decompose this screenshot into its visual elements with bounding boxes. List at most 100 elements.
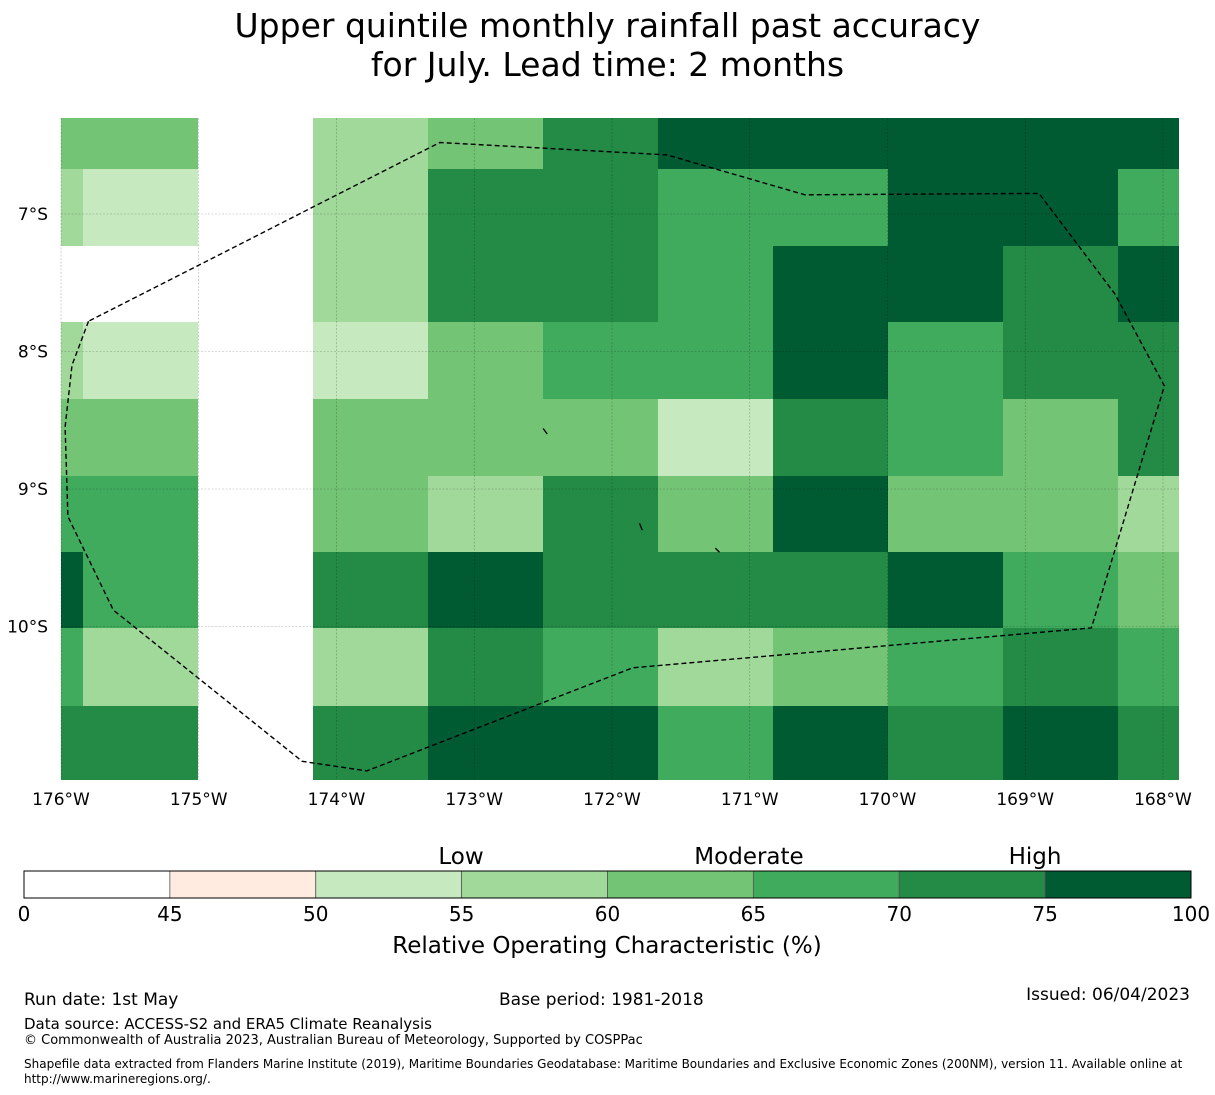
- colorbar-bin: [23, 870, 171, 899]
- colorbar-bin: [315, 870, 463, 899]
- lon-tick-label: 175°W: [170, 790, 228, 810]
- map-cell: [1118, 169, 1179, 246]
- map-edge-cell: [61, 322, 83, 399]
- map-cell: [313, 322, 428, 399]
- colorbar-outline: [23, 870, 1192, 899]
- title-line-2: for July. Lead time: 2 months: [370, 45, 845, 84]
- colorbar-tick-label: 45: [157, 902, 182, 926]
- lon-tick-label: 168°W: [1134, 790, 1192, 810]
- map-cell: [1003, 476, 1118, 552]
- lon-tick-label: 173°W: [445, 790, 503, 810]
- map-cell: [658, 118, 773, 169]
- lon-tick-label: 176°W: [32, 790, 90, 810]
- shapefile-credit-line-2: http://www.marineregions.org/.: [24, 1072, 211, 1086]
- map-cell: [658, 322, 773, 399]
- colorbar-category-label: Moderate: [694, 844, 803, 870]
- map-cell: [1003, 169, 1118, 246]
- colorbar-tick-label: 55: [449, 902, 474, 926]
- colorbar-bin: [607, 870, 754, 899]
- map-edge-cell: [61, 476, 83, 552]
- data-source: Data source: ACCESS-S2 and ERA5 Climate …: [24, 1015, 432, 1033]
- map-cell: [428, 118, 543, 169]
- map-cell: [773, 706, 888, 780]
- lon-tick-label: 174°W: [308, 790, 366, 810]
- lon-tick-label: 170°W: [859, 790, 917, 810]
- map-edge-cell: [61, 169, 83, 246]
- map-cell: [428, 706, 543, 780]
- map-cell: [1118, 476, 1179, 552]
- lat-tick-label: 9°S: [18, 480, 48, 500]
- map-cell: [888, 399, 1003, 476]
- island-coastline: [542, 428, 548, 435]
- lon-tick-label: 169°W: [996, 790, 1054, 810]
- map-cell: [658, 706, 773, 780]
- map-edge-cell: [61, 552, 83, 628]
- map-cell: [428, 476, 543, 552]
- map-cell: [1003, 628, 1118, 706]
- island-coastline: [638, 523, 643, 531]
- lon-tick-label: 171°W: [721, 790, 779, 810]
- map-cell: [1003, 706, 1118, 780]
- map-cell: [1003, 246, 1118, 322]
- map-cell: [888, 169, 1003, 246]
- map-cell: [888, 552, 1003, 628]
- map-cell: [888, 322, 1003, 399]
- map-cell: [1003, 118, 1118, 169]
- map-cell: [313, 118, 428, 169]
- map-cell: [313, 169, 428, 246]
- shapefile-credit-line-1: Shapefile data extracted from Flanders M…: [24, 1057, 1183, 1071]
- map-cell: [61, 118, 198, 169]
- map-cell: [61, 169, 198, 246]
- map-axis-ticks: 176°W 175°W 174°W 173°W 172°W 171°W 170°W 169°W…: [7, 205, 1192, 810]
- map-cell: [1118, 706, 1179, 780]
- map-cell: [773, 169, 888, 246]
- map-edge-cell: [61, 628, 83, 706]
- map-cell: [773, 476, 888, 552]
- run-date: Run date: 1st May: [24, 990, 179, 1010]
- map-cell: [1118, 628, 1179, 706]
- eez-boundary-line: [64, 141, 1166, 772]
- colorbar-tick-label: 65: [741, 902, 766, 926]
- lat-tick-label: 8°S: [18, 343, 48, 363]
- map-cell: [543, 399, 658, 476]
- rainfall-accuracy-map: 176°W 175°W 174°W 173°W 172°W 171°W 170°W 169°W…: [7, 118, 1210, 959]
- map-cell: [428, 399, 543, 476]
- map-cell: [773, 118, 888, 169]
- map-cell: [428, 322, 543, 399]
- colorbar-category-label: High: [1009, 844, 1062, 870]
- colorbar-axis-label: Relative Operating Characteristic (%): [392, 933, 821, 959]
- map-cell: [313, 476, 428, 552]
- map-cell: [428, 246, 543, 322]
- map-cell: [658, 476, 773, 552]
- map-cell: [1118, 246, 1179, 322]
- map-cell: [888, 706, 1003, 780]
- map-cell: [658, 552, 773, 628]
- map-cell: [658, 246, 773, 322]
- lon-tick-label: 172°W: [583, 790, 641, 810]
- colorbar-bin: [1044, 870, 1192, 899]
- map-cell: [313, 246, 428, 322]
- map-cell: [61, 322, 198, 399]
- map-cell: [313, 706, 428, 780]
- colorbar-bin: [169, 870, 317, 899]
- map-cell: [543, 118, 658, 169]
- lat-tick-label: 10°S: [7, 618, 48, 638]
- colorbar-tick-label: 50: [303, 902, 328, 926]
- island-coastline: [714, 547, 720, 553]
- map-cell: [543, 706, 658, 780]
- eez-boundary: [64, 141, 1166, 772]
- issued-date: Issued: 06/04/2023: [1026, 985, 1190, 1005]
- map-cell: [1003, 399, 1118, 476]
- map-cell: [1003, 552, 1118, 628]
- map-cell: [658, 169, 773, 246]
- map-cell: [1003, 322, 1118, 399]
- map-cell: [61, 476, 198, 552]
- map-grid-cells: [61, 118, 1179, 780]
- map-cell: [773, 399, 888, 476]
- map-gridlines: [60, 118, 1179, 780]
- map-cell: [428, 552, 543, 628]
- map-cell: [1118, 322, 1179, 399]
- map-cell: [543, 476, 658, 552]
- colorbar-tick-label: 60: [595, 902, 620, 926]
- map-cell: [428, 169, 543, 246]
